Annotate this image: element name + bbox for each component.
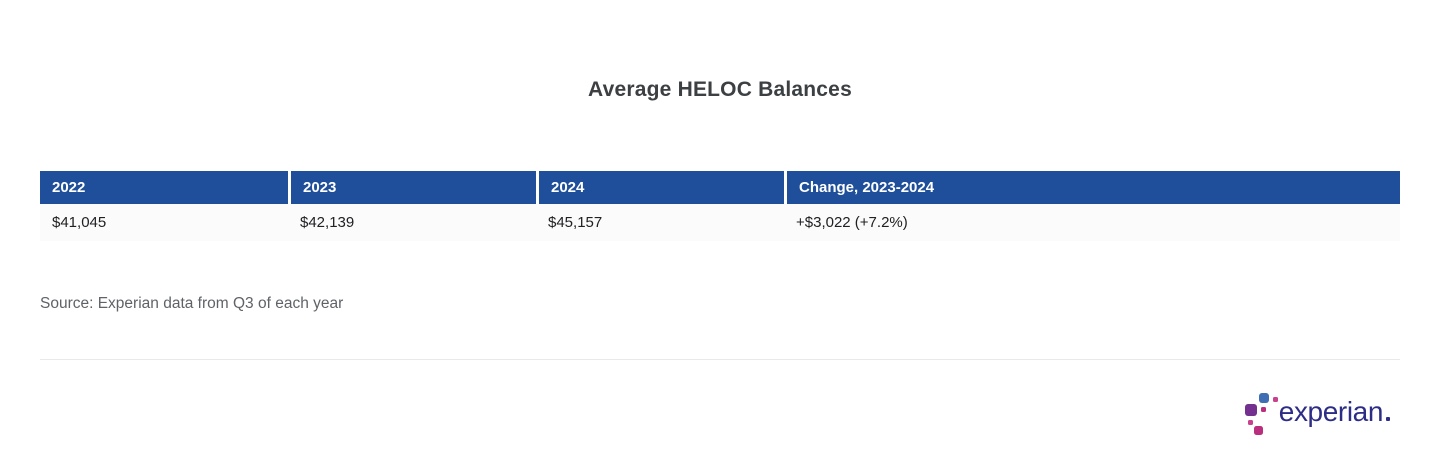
page-title: Average HELOC Balances	[588, 78, 852, 101]
heloc-balances-table: 2022 2023 2024 Change, 2023-2024 $41,045…	[40, 171, 1400, 241]
logo-trademark-dot-icon	[1386, 417, 1390, 421]
table-header-2024: 2024	[536, 171, 784, 204]
logo-square-magenta-icon	[1253, 426, 1263, 435]
value-2023: $42,139	[288, 204, 536, 241]
logo-square-blue-icon	[1258, 393, 1269, 403]
logo-square-magenta-mid-icon	[1260, 407, 1266, 412]
value-change: +$3,022 (+7.2%)	[784, 204, 1400, 241]
logo-square-purple-icon	[1244, 404, 1257, 416]
logo-row: experian	[40, 391, 1400, 441]
table-header-2023: 2023	[288, 171, 536, 204]
table-row: $41,045 $42,139 $45,157 +$3,022 (+7.2%)	[40, 204, 1400, 241]
source-note: Source: Experian data from Q3 of each ye…	[40, 295, 344, 312]
divider	[40, 359, 1400, 360]
logo-square-pink-low-icon	[1247, 420, 1253, 425]
table-header-2022: 2022	[40, 171, 288, 204]
figure-container: Average HELOC Balances 2022 2023 2024 Ch…	[40, 0, 1400, 441]
experian-logo: experian	[1244, 391, 1390, 441]
value-2022: $41,045	[40, 204, 288, 241]
table-header-row: 2022 2023 2024 Change, 2023-2024	[40, 171, 1400, 204]
logo-square-pink-top-icon	[1272, 397, 1278, 402]
experian-wordmark: experian	[1278, 396, 1384, 427]
value-2024: $45,157	[536, 204, 784, 241]
table-header-change: Change, 2023-2024	[784, 171, 1400, 204]
